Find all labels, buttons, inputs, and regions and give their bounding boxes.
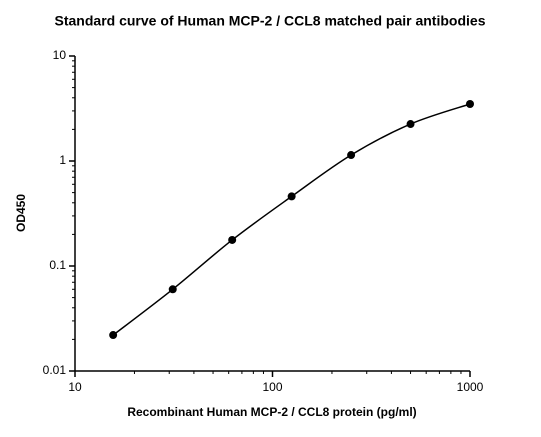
fit-curve bbox=[112, 103, 471, 336]
x-axis-label: Recombinant Human MCP-2 / CCL8 protein (… bbox=[127, 405, 416, 419]
y-axis-label: OD450 bbox=[14, 194, 28, 232]
data-point bbox=[287, 192, 296, 201]
chart-title: Standard curve of Human MCP-2 / CCL8 mat… bbox=[55, 13, 486, 29]
data-point bbox=[109, 331, 118, 340]
x-tick-label: 1000 bbox=[457, 380, 484, 394]
y-tick-label: 10 bbox=[53, 48, 67, 62]
data-point bbox=[466, 100, 474, 109]
data-point bbox=[228, 235, 237, 244]
y-tick-label: 0.1 bbox=[49, 258, 66, 272]
x-tick-label: 10 bbox=[68, 380, 82, 394]
y-tick-label: 1 bbox=[59, 153, 66, 167]
data-point bbox=[347, 151, 356, 160]
data-point bbox=[406, 120, 415, 129]
x-tick-label: 100 bbox=[262, 380, 282, 394]
data-point bbox=[168, 285, 177, 294]
y-tick-label: 0.01 bbox=[43, 363, 67, 377]
